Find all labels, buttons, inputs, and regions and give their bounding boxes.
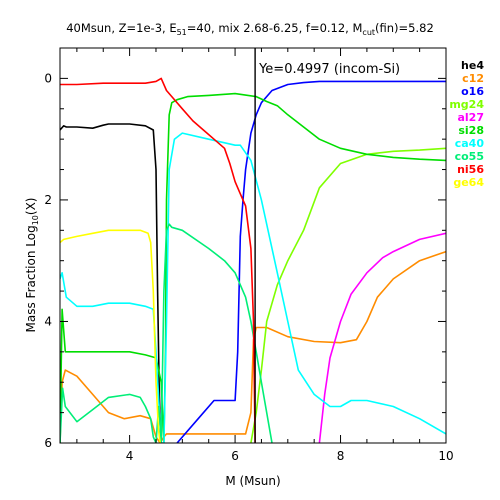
axes-group: Ye=0.4997 (incom-Si) 4 6 8 10 0 2 4 6 xyxy=(44,47,454,463)
legend-entry-c12: c12 xyxy=(462,72,484,85)
plot-lines xyxy=(60,77,446,443)
chart-title: 40Msun, Z=1e-3, E51=40, mix 2.68-6.25, f… xyxy=(66,21,434,37)
y-tick-label: 4 xyxy=(44,314,52,328)
y-tick-label: 0 xyxy=(44,71,52,85)
series-line-o16 xyxy=(176,80,446,443)
series-line-mg24 xyxy=(250,147,446,443)
title-part-2: =40, mix 2.68-6.25, f=0.12, M xyxy=(187,21,363,35)
series-line-ni56 xyxy=(60,77,256,443)
title-part-1: 40Msun, Z=1e-3, E xyxy=(66,21,176,35)
series-line-c12 xyxy=(60,250,446,443)
legend-entry-he4: he4 xyxy=(461,59,484,72)
x-tick-label: 4 xyxy=(126,449,134,463)
title-sub-2: cut xyxy=(362,28,375,37)
title-part-3: (fin)=5.82 xyxy=(375,21,434,35)
legend-entry-ca40: ca40 xyxy=(455,137,485,150)
series-line-co55 xyxy=(60,223,273,443)
series-line-ca40 xyxy=(60,132,446,443)
x-axis-label: M (Msun) xyxy=(225,474,280,488)
y-label-sub: 10 xyxy=(31,215,40,225)
legend-entry-mg24: mg24 xyxy=(449,98,484,111)
y-tick-label: 2 xyxy=(44,193,52,207)
y-tick-label: 6 xyxy=(44,436,52,450)
series-line-si28 xyxy=(60,92,446,443)
y-label-end: (X) xyxy=(24,198,38,216)
legend-entry-co55: co55 xyxy=(455,150,484,163)
series-line-ge64 xyxy=(60,229,162,443)
legend-entry-al27: al27 xyxy=(457,111,484,124)
x-tick-label: 10 xyxy=(438,449,453,463)
y-axis-label: Mass Fraction Log10(X) xyxy=(24,198,40,333)
legend-entry-o16: o16 xyxy=(461,85,484,98)
title-sub-1: 51 xyxy=(177,28,187,37)
series-line-he4 xyxy=(60,123,163,443)
x-tick-label: 6 xyxy=(231,449,239,463)
y-label-main: Mass Fraction Log xyxy=(24,225,38,332)
annotation-label: Ye=0.4997 (incom-Si) xyxy=(258,62,400,77)
legend-entry-ge64: ge64 xyxy=(453,176,484,189)
series-line-al27 xyxy=(318,232,446,443)
plot-frame xyxy=(59,47,447,444)
x-tick-label: 8 xyxy=(337,449,345,463)
legend-entry-ni56: ni56 xyxy=(457,163,484,176)
legend-entry-si28: si28 xyxy=(458,124,484,137)
